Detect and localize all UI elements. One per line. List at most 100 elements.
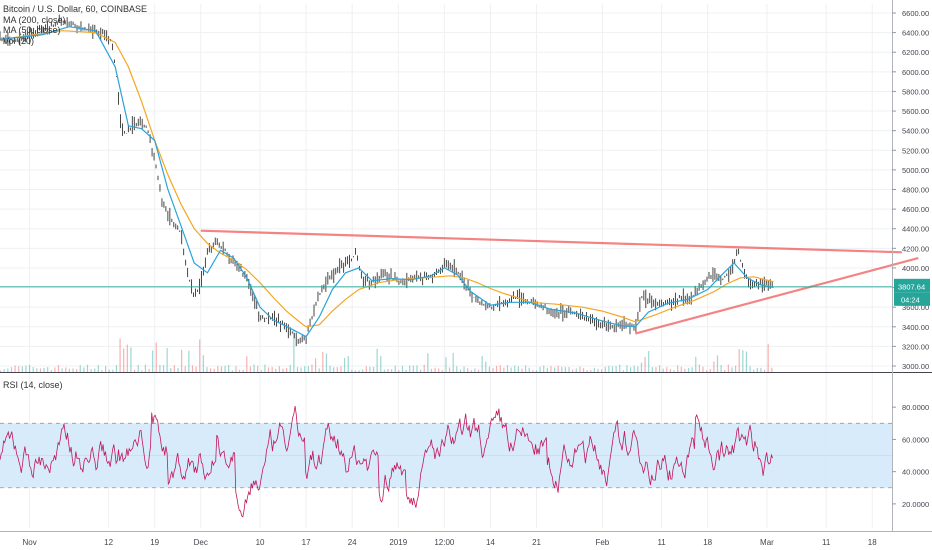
volume-bar: [148, 368, 150, 372]
volume-bar: [546, 367, 548, 372]
volume-bar: [209, 368, 212, 372]
volume-bar: [572, 369, 574, 372]
volume-bar: [666, 367, 668, 372]
resistance-trendline: [200, 229, 902, 254]
volume-bar: [177, 368, 179, 372]
volume-bar: [474, 368, 476, 372]
volume-bar: [615, 366, 617, 372]
volume-bar: [524, 365, 527, 372]
volume-bar: [658, 365, 661, 372]
volume-bar: [521, 368, 523, 372]
time-tick-label: 12: [104, 538, 113, 547]
price-tick-label: 5200.00: [902, 146, 929, 155]
volume-bar: [680, 366, 682, 372]
volume-bar: [3, 369, 5, 372]
price-tick-label: 6200.00: [902, 48, 929, 57]
volume-bar: [517, 366, 519, 372]
ma200-legend[interactable]: MA (200, close): [3, 14, 66, 25]
volume-bar: [318, 368, 320, 372]
volume-bar: [246, 356, 248, 372]
volume-bar: [514, 365, 516, 372]
volume-bar: [10, 367, 13, 372]
volume-bar: [166, 348, 168, 372]
volume-bar: [709, 369, 711, 372]
time-tick-label: Dec: [194, 538, 208, 547]
ma50-legend[interactable]: MA (50, close): [3, 25, 61, 35]
volume-bar: [137, 365, 139, 372]
volume-bar: [141, 370, 143, 372]
symbol-title: Bitcoin / U.S. Dollar, 60, COINBASE: [3, 4, 148, 14]
volume-bar: [687, 367, 690, 372]
volume-bar: [68, 368, 70, 372]
time-tick-label: 17: [302, 538, 311, 547]
volume-bar: [199, 339, 201, 372]
volume-bar: [351, 369, 353, 372]
volume-bar: [213, 368, 215, 372]
time-tick-label: 2019: [389, 538, 407, 547]
volume-bar: [409, 365, 411, 372]
price-tick-label: 5800.00: [902, 87, 929, 96]
volume-bar: [633, 365, 635, 372]
volume-bar: [257, 365, 259, 372]
volume-bar: [557, 365, 559, 372]
volume-bar: [742, 350, 744, 372]
main-legend: Bitcoin / U.S. Dollar, 60, COINBASE MA (…: [3, 4, 147, 46]
volume-bar: [275, 368, 277, 372]
vol-legend[interactable]: Vol (20): [3, 35, 35, 46]
volume-bar: [564, 367, 567, 372]
volume-bar: [387, 369, 389, 372]
volume-bar: [456, 366, 458, 372]
volume-bar: [401, 365, 404, 372]
volume-bar: [419, 369, 422, 372]
volume-bar: [224, 365, 226, 372]
volume-bar: [32, 367, 34, 372]
volume-bar: [220, 366, 223, 372]
volume-bar: [65, 367, 67, 372]
volume-bar: [582, 368, 585, 372]
countdown-tag: [894, 292, 930, 306]
volume-bar: [7, 368, 9, 372]
volume-bar: [235, 366, 237, 372]
volume-bar: [83, 367, 85, 372]
volume-bar: [745, 351, 748, 372]
volume-bar: [662, 368, 664, 372]
volume-bar: [405, 369, 407, 372]
volume-bar: [238, 369, 241, 372]
volume-bar: [702, 366, 704, 372]
volume-bar: [695, 356, 697, 372]
volume-bar: [181, 349, 183, 372]
volume-bar: [347, 355, 349, 372]
price-tick-label: 3400.00: [902, 323, 929, 332]
volume-bar: [380, 356, 382, 372]
volume-bar: [188, 350, 190, 372]
volume-bar: [86, 364, 89, 372]
volume-bar: [586, 370, 588, 372]
volume-bar: [108, 369, 110, 372]
volume-bar: [76, 369, 78, 372]
volume-bar: [18, 366, 20, 372]
volume-bar: [325, 353, 328, 372]
price-tick-label: 3600.00: [902, 303, 929, 312]
volume-bar: [311, 364, 313, 372]
volume-bar: [626, 365, 628, 372]
volume-bar: [130, 347, 132, 372]
volume-bar: [727, 364, 729, 372]
volume-bar: [54, 367, 56, 372]
price-tick-label: 3200.00: [902, 342, 929, 351]
rsi-legend[interactable]: RSI (14, close): [3, 380, 63, 390]
volume-bar: [372, 366, 375, 372]
time-tick-label: 11: [822, 538, 831, 547]
volume-bar: [94, 368, 96, 372]
volume-bar: [249, 366, 252, 372]
time-tick-label: 12:00: [434, 538, 455, 547]
volume-bar: [119, 338, 121, 372]
volume-bar: [394, 365, 396, 372]
volume-bar: [72, 368, 74, 372]
volume-bar: [579, 366, 581, 372]
volume-bar: [434, 367, 436, 372]
price-tick-label: 4200.00: [902, 244, 929, 253]
volume-bar: [734, 365, 737, 372]
volume-bar: [673, 370, 675, 372]
volume-bar: [267, 367, 270, 372]
time-tick-label: 11: [657, 538, 666, 547]
